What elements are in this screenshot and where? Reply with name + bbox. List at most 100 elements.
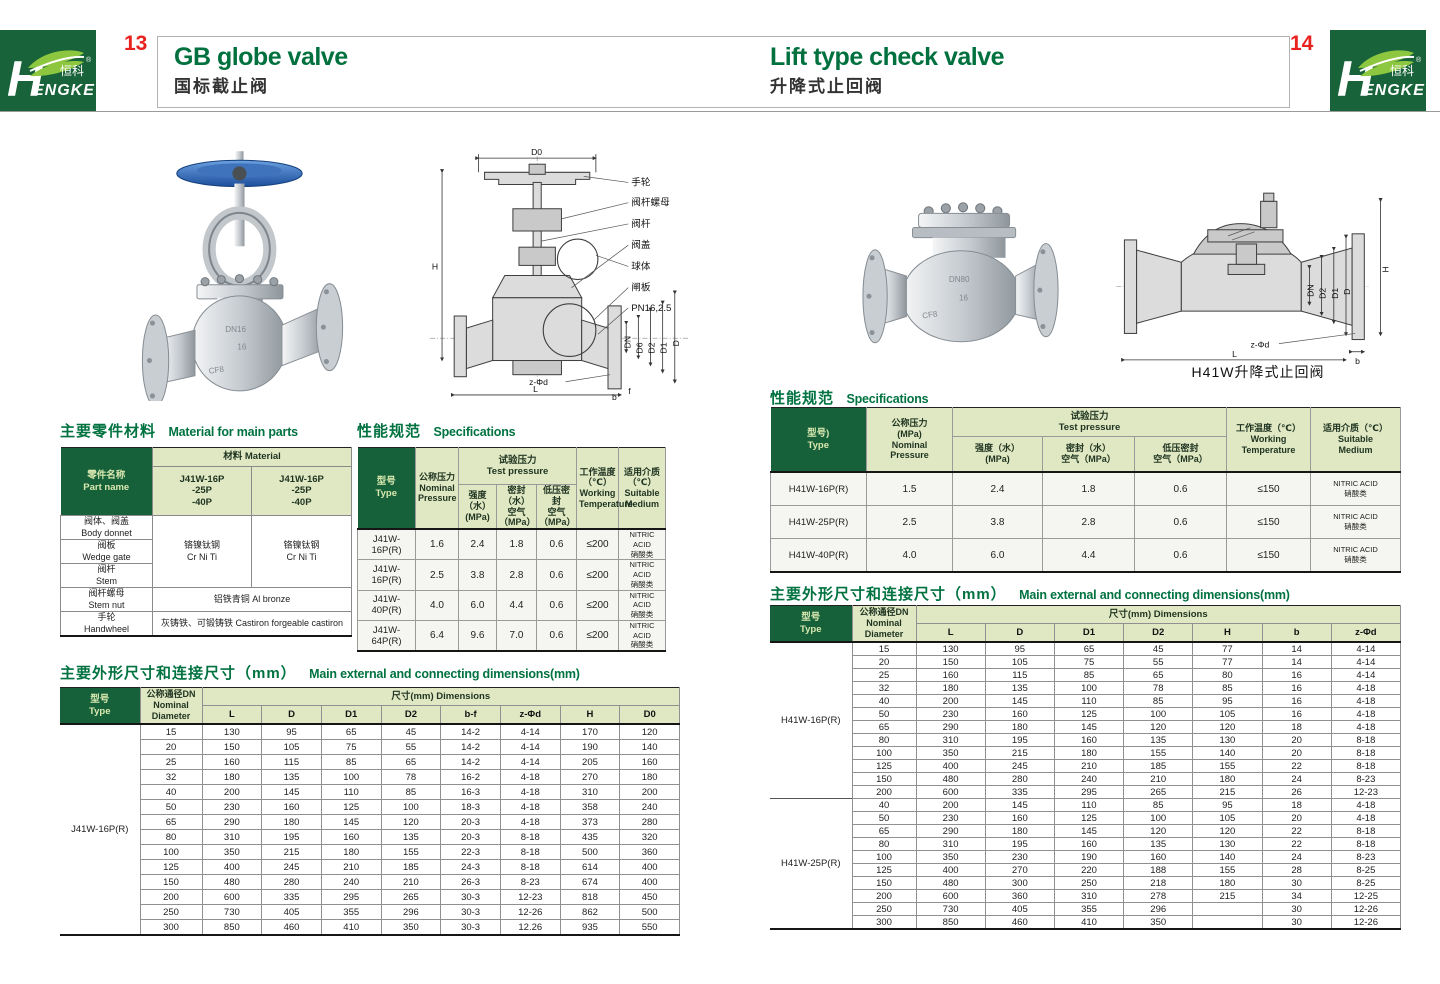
table-cell: 230 <box>201 799 263 815</box>
left-page-title: GB globe valve 国标截止阀 <box>174 43 348 97</box>
column-header: 零件名称 Part name <box>60 447 153 516</box>
table-cell: 862 <box>559 904 621 920</box>
table-cell: 30-3 <box>440 919 501 936</box>
table-cell: 4-18 <box>1330 798 1402 812</box>
stem-nut-section <box>512 208 562 232</box>
table-cell: 20 <box>1261 811 1332 825</box>
table-cell: 160 <box>1053 837 1125 851</box>
table-cell: 200 <box>619 784 680 800</box>
table-cell: 310 <box>915 733 986 747</box>
column-header: 低压密封 空气（MPa） <box>536 484 577 530</box>
table-cell: 50 <box>139 799 203 815</box>
material-cell: 铝铁青铜 Al bronze <box>151 587 353 612</box>
table-cell: ≤150 <box>1226 471 1311 506</box>
table-cell: 12-23 <box>1330 785 1402 799</box>
table-cell: 75 <box>1053 655 1125 669</box>
right-title-en: Lift type check valve <box>770 43 1005 71</box>
table-cell: 7.0 <box>496 619 537 652</box>
table-cell: 335 <box>261 889 322 905</box>
dim-label-zphid: z-Φd <box>529 377 548 387</box>
table-cell: 85 <box>1123 694 1194 708</box>
table-cell: 145 <box>261 784 322 800</box>
table-cell: 350 <box>915 746 986 760</box>
table-cell: 65 <box>380 754 442 770</box>
table-cell: J41W-64P(R) <box>357 619 416 652</box>
table-cell: 14-2 <box>440 739 501 755</box>
table-cell: 335 <box>984 785 1055 799</box>
table-cell: 180 <box>1192 772 1263 786</box>
column-header: 工作温度 （℃） Working Temperature <box>576 447 633 530</box>
table-cell: 125 <box>320 799 382 815</box>
table-cell: 25 <box>139 754 203 770</box>
table-cell: NITRIC ACID 硝酸类 <box>618 559 666 591</box>
table-row: 32 180 135 100 78 16-2 4-18 270 180 <box>60 769 680 785</box>
column-header: 工作温度（℃） Working Temperature <box>1226 407 1311 473</box>
table-cell: 150 <box>915 655 986 669</box>
table-cell: 0.6 <box>1134 505 1227 539</box>
table-cell: 245 <box>261 859 322 875</box>
table-cell: 16-2 <box>440 769 501 785</box>
table-cell <box>1192 902 1263 916</box>
table-cell: 110 <box>320 784 382 800</box>
table-cell: 4-18 <box>499 769 561 785</box>
table-cell: 40 <box>851 798 917 812</box>
dim-label-b: b <box>612 392 617 401</box>
table-cell: 140 <box>619 739 680 755</box>
table-cell: 460 <box>984 915 1055 930</box>
table-cell: 230 <box>915 707 986 721</box>
table-cell: 8-18 <box>1330 746 1402 760</box>
table-cell: 15 <box>139 723 203 740</box>
column-header: 适用介质 （℃） Suitable Medium <box>618 447 666 530</box>
globe-valve-drawing: D0 H 手轮 阀杆螺母 阀杆 阀盖 球体 闸板 PN16,2.5 <box>415 146 715 402</box>
table-cell: 350 <box>915 850 986 864</box>
table-cell: 185 <box>380 859 442 875</box>
table-cell: 300 <box>139 919 203 936</box>
table-cell: 15 <box>851 641 917 656</box>
table-cell: 78 <box>380 769 442 785</box>
table-cell: 80 <box>139 829 203 845</box>
leaf-icon <box>28 50 84 68</box>
table-cell: 296 <box>1123 902 1194 916</box>
column-header: 型号 Type <box>770 605 853 643</box>
table-cell: 14-2 <box>440 754 501 770</box>
table-cell: 12-26 <box>1330 915 1402 930</box>
table-row: 80 310 195 160 135 20-3 8-18 435 320 <box>60 829 680 845</box>
table-cell: 105 <box>1192 707 1263 721</box>
table-cell: 410 <box>1053 915 1125 930</box>
column-header: 型号 Type <box>60 687 141 725</box>
table-cell: 65 <box>851 720 917 734</box>
table-cell: 65 <box>1053 641 1125 656</box>
globe-valve-photo: DN16 16 CF8 <box>115 133 370 407</box>
table-cell: 460 <box>261 919 322 936</box>
table-cell: 180 <box>1053 746 1125 760</box>
table-cell: 120 <box>619 723 680 740</box>
table-cell: 210 <box>380 874 442 890</box>
logo-cn-text: 恒科 <box>1390 64 1414 78</box>
table-cell: 550 <box>619 919 680 936</box>
table-cell: D1 <box>1053 623 1125 643</box>
table-cell: 14 <box>1261 655 1332 669</box>
dim-label-l: L <box>533 384 538 394</box>
table-cell: 4.0 <box>866 538 953 573</box>
table-cell: 155 <box>1123 746 1194 760</box>
table-cell: 400 <box>619 859 680 875</box>
table-cell: 8-23 <box>499 874 561 890</box>
table-cell: 160 <box>984 707 1055 721</box>
table-cell: 160 <box>1053 733 1125 747</box>
table-cell: 240 <box>619 799 680 815</box>
drawing-caption: H41W升降式止回阀 <box>1191 364 1325 380</box>
table-cell: 8-18 <box>499 844 561 860</box>
table-row: J41W-16P(R) 15 130 95 65 45 14-2 4-14 170 120 <box>60 723 680 935</box>
table-cell: 4-14 <box>1330 655 1402 669</box>
table-cell: 22 <box>1261 759 1332 773</box>
table-cell: 150 <box>139 874 203 890</box>
table-cell: 135 <box>261 769 322 785</box>
table-cell: 85 <box>1123 798 1194 812</box>
table-cell: 150 <box>851 772 917 786</box>
right-spec-table: 型号) Type 公称压力 (MPa) Nominal Pressure 试验压… <box>770 407 1401 573</box>
table-cell: 0.6 <box>1134 471 1227 506</box>
table-cell: 100 <box>851 850 917 864</box>
stem-section <box>532 181 542 285</box>
table-cell: 270 <box>559 769 621 785</box>
callout-handwheel: 手轮 <box>631 176 651 188</box>
